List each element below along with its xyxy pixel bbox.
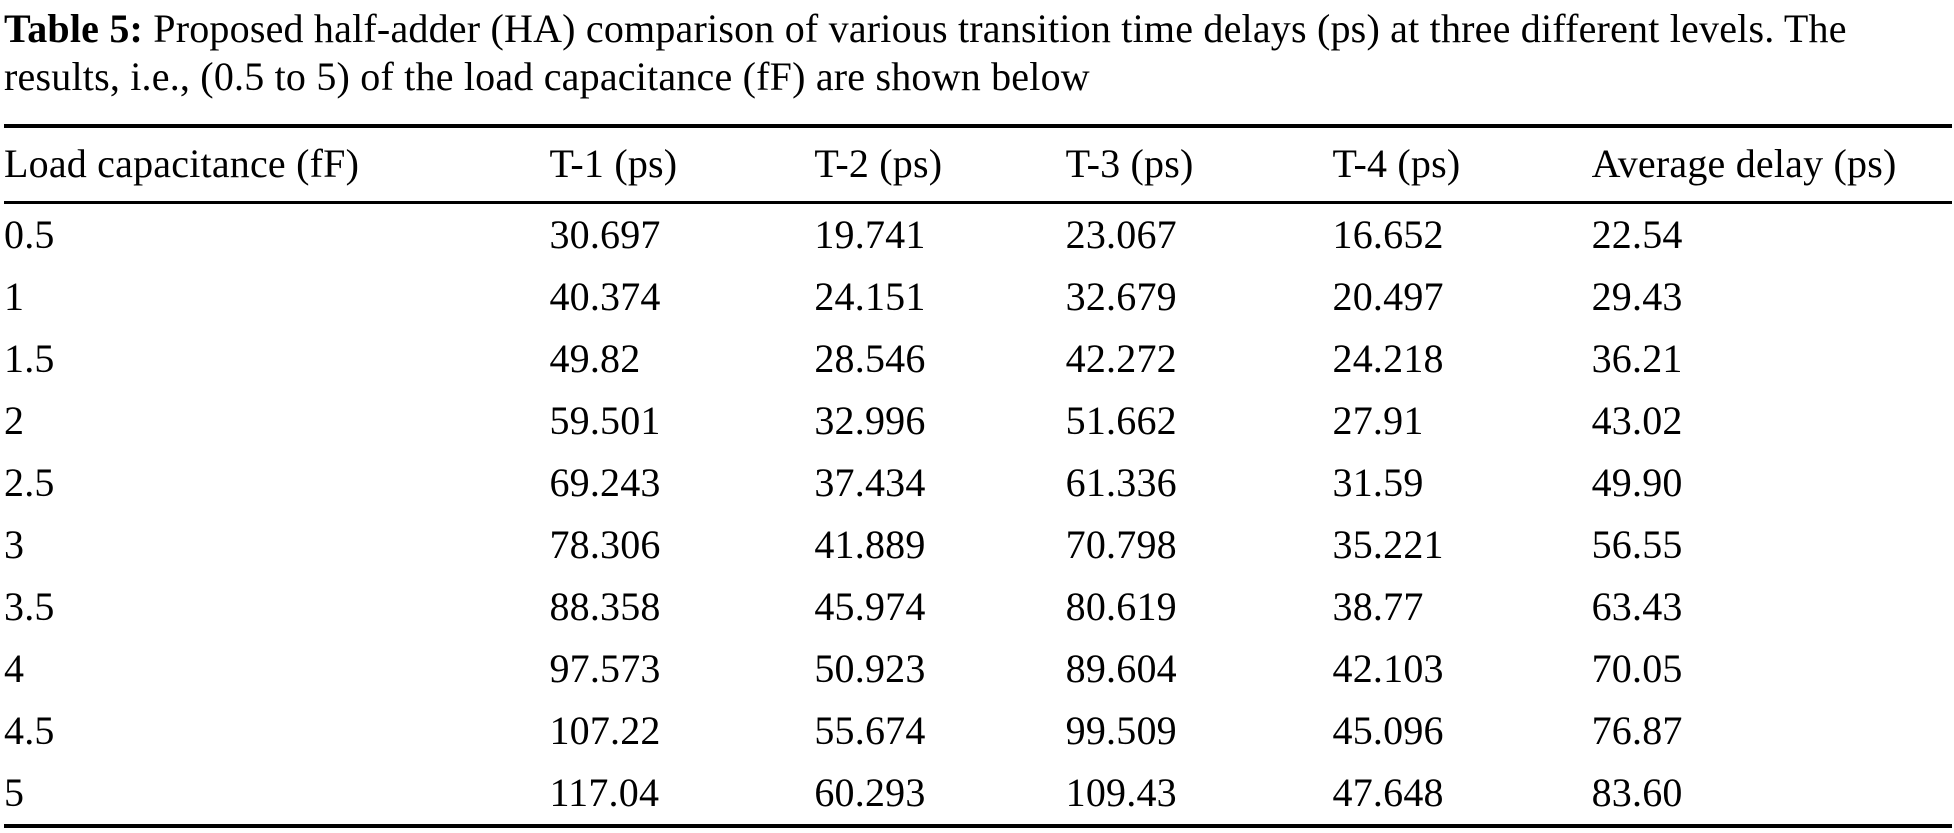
cell-load-capacitance: 3 xyxy=(4,522,25,567)
cell-average-delay: 49.90 xyxy=(1591,460,1683,505)
cell-load-capacitance: 2 xyxy=(4,398,25,443)
cell-t1: 69.243 xyxy=(549,460,661,505)
cell-t4: 35.221 xyxy=(1332,522,1444,567)
cell-load-capacitance: 1.5 xyxy=(4,336,55,381)
table-row: 2.5 69.243 37.434 61.336 31.59 49.90 xyxy=(4,452,1952,514)
cell-t1: 78.306 xyxy=(549,522,661,567)
cell-average-delay: 56.55 xyxy=(1591,522,1683,567)
cell-average-delay: 43.02 xyxy=(1591,398,1683,443)
cell-t3: 80.619 xyxy=(1065,584,1177,629)
table-row: 1 40.374 24.151 32.679 20.497 29.43 xyxy=(4,266,1952,328)
table-caption-label: Table 5: xyxy=(4,6,144,51)
cell-average-delay: 63.43 xyxy=(1591,584,1683,629)
cell-average-delay: 29.43 xyxy=(1591,274,1683,319)
cell-t1: 107.22 xyxy=(549,708,661,753)
table-row: 4.5 107.22 55.674 99.509 45.096 76.87 xyxy=(4,700,1952,762)
column-header-average-delay: Average delay (ps) xyxy=(1591,126,1952,204)
cell-t3: 61.336 xyxy=(1065,460,1177,505)
cell-average-delay: 76.87 xyxy=(1591,708,1683,753)
header-row: Load capacitance (fF) T-1 (ps) T-2 (ps) … xyxy=(4,126,1952,204)
cell-load-capacitance: 5 xyxy=(4,770,25,815)
cell-t4: 16.652 xyxy=(1332,212,1444,257)
column-header-t3: T-3 (ps) xyxy=(1065,126,1333,204)
column-header-t4: T-4 (ps) xyxy=(1332,126,1592,204)
cell-t2: 32.996 xyxy=(814,398,926,443)
column-header-t1: T-1 (ps) xyxy=(549,126,815,204)
cell-average-delay: 70.05 xyxy=(1591,646,1683,691)
cell-t2: 45.974 xyxy=(814,584,926,629)
cell-t4: 20.497 xyxy=(1332,274,1444,319)
column-header-load-capacitance: Load capacitance (fF) xyxy=(4,126,550,204)
cell-average-delay: 22.54 xyxy=(1591,212,1683,257)
cell-t1: 30.697 xyxy=(549,212,661,257)
table-row: 0.5 30.697 19.741 23.067 16.652 22.54 xyxy=(4,203,1952,267)
cell-load-capacitance: 4.5 xyxy=(4,708,55,753)
table-row: 2 59.501 32.996 51.662 27.91 43.02 xyxy=(4,390,1952,452)
cell-t2: 55.674 xyxy=(814,708,926,753)
cell-t3: 32.679 xyxy=(1065,274,1177,319)
cell-average-delay: 36.21 xyxy=(1591,336,1683,381)
cell-t2: 60.293 xyxy=(814,770,926,815)
cell-t2: 24.151 xyxy=(814,274,926,319)
cell-t1: 40.374 xyxy=(549,274,661,319)
cell-t4: 31.59 xyxy=(1332,460,1424,505)
cell-t1: 59.501 xyxy=(549,398,661,443)
cell-t3: 42.272 xyxy=(1065,336,1177,381)
cell-t3: 70.798 xyxy=(1065,522,1177,567)
cell-t4: 45.096 xyxy=(1332,708,1444,753)
cell-t4: 47.648 xyxy=(1332,770,1444,815)
table-row: 1.5 49.82 28.546 42.272 24.218 36.21 xyxy=(4,328,1952,390)
cell-t2: 41.889 xyxy=(814,522,926,567)
table-caption-text: Proposed half-adder (HA) comparison of v… xyxy=(4,6,1847,99)
cell-t2: 37.434 xyxy=(814,460,926,505)
cell-t3: 51.662 xyxy=(1065,398,1177,443)
cell-t3: 109.43 xyxy=(1065,770,1177,815)
cell-t3: 23.067 xyxy=(1065,212,1177,257)
table-row: 3 78.306 41.889 70.798 35.221 56.55 xyxy=(4,514,1952,576)
cell-t4: 42.103 xyxy=(1332,646,1444,691)
cell-t4: 38.77 xyxy=(1332,584,1424,629)
cell-t1: 88.358 xyxy=(549,584,661,629)
cell-t2: 19.741 xyxy=(814,212,926,257)
cell-load-capacitance: 1 xyxy=(4,274,25,319)
cell-load-capacitance: 4 xyxy=(4,646,25,691)
cell-load-capacitance: 0.5 xyxy=(4,212,55,257)
cell-t1: 49.82 xyxy=(549,336,641,381)
table-caption: Table 5: Proposed half-adder (HA) compar… xyxy=(4,5,1952,101)
cell-load-capacitance: 3.5 xyxy=(4,584,55,629)
table-row: 3.5 88.358 45.974 80.619 38.77 63.43 xyxy=(4,576,1952,638)
cell-load-capacitance: 2.5 xyxy=(4,460,55,505)
cell-t3: 99.509 xyxy=(1065,708,1177,753)
table-row: 5 117.04 60.293 109.43 47.648 83.60 xyxy=(4,762,1952,826)
column-header-t2: T-2 (ps) xyxy=(814,126,1066,204)
cell-t4: 27.91 xyxy=(1332,398,1424,443)
cell-t1: 117.04 xyxy=(549,770,660,815)
cell-average-delay: 83.60 xyxy=(1591,770,1683,815)
cell-t3: 89.604 xyxy=(1065,646,1177,691)
table-row: 4 97.573 50.923 89.604 42.103 70.05 xyxy=(4,638,1952,700)
cell-t4: 24.218 xyxy=(1332,336,1444,381)
cell-t2: 28.546 xyxy=(814,336,926,381)
results-table: Load capacitance (fF) T-1 (ps) T-2 (ps) … xyxy=(4,124,1952,828)
cell-t2: 50.923 xyxy=(814,646,926,691)
cell-t1: 97.573 xyxy=(549,646,661,691)
